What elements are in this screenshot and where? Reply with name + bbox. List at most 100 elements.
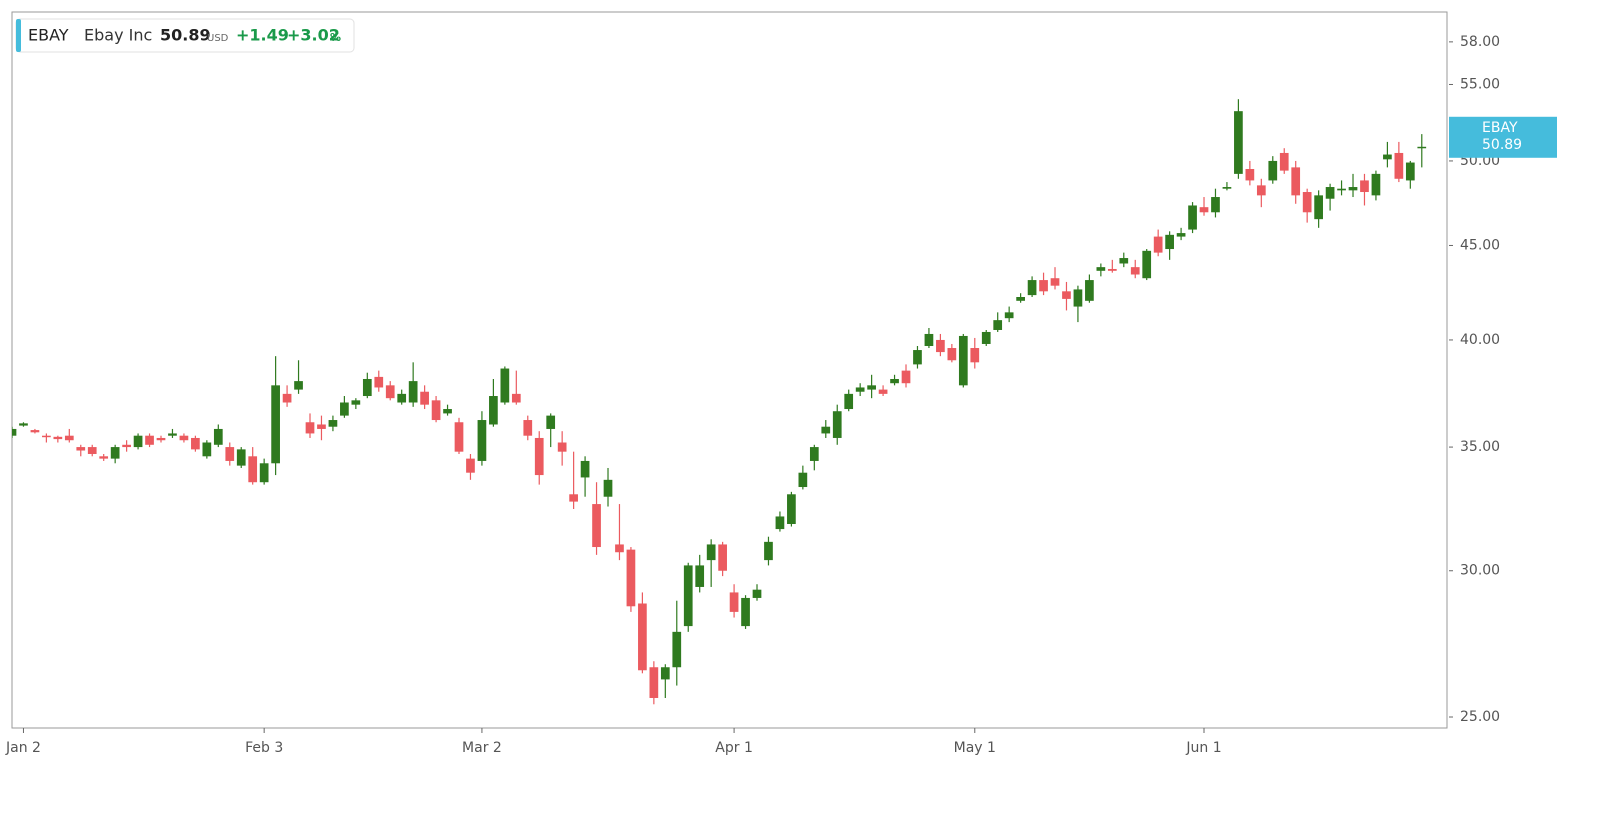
candle-body: [431, 400, 441, 421]
plot-frame: [11, 11, 1448, 729]
x-tick-label: Feb 3: [245, 740, 283, 756]
quote-box: EBAY Ebay Inc 50.89 USD +1.49 +3.02 %: [15, 18, 355, 53]
candle-body: [213, 428, 223, 445]
candle-body: [42, 435, 51, 438]
candle-body: [821, 426, 831, 434]
x-tick-label: Mar 2: [462, 740, 502, 756]
symbol: EBAY: [28, 26, 69, 45]
candle-body: [775, 516, 785, 530]
badge-symbol: EBAY: [1482, 120, 1518, 136]
candle-body: [225, 447, 235, 461]
candle-body: [695, 565, 705, 587]
candle-body: [1360, 180, 1369, 193]
y-tick-label: 45.00: [1460, 237, 1500, 253]
candle-body: [420, 391, 429, 405]
candle-body: [706, 544, 716, 561]
candle-body: [1211, 197, 1220, 213]
candle-body: [638, 603, 647, 671]
candle-body: [1405, 162, 1415, 181]
x-tick-label: Jun 1: [1185, 740, 1221, 756]
candle-body: [523, 420, 533, 436]
candle-body: [466, 458, 475, 473]
candle-body: [1383, 154, 1392, 160]
candle-body: [683, 565, 693, 627]
candle-body: [764, 541, 773, 561]
candle-body: [958, 335, 968, 386]
candle-body: [156, 437, 166, 441]
y-tick-label: 25.00: [1460, 709, 1500, 725]
candle-body: [649, 667, 659, 698]
candle-body: [729, 592, 739, 612]
candle-body: [1188, 205, 1197, 230]
candle-body: [1291, 167, 1301, 196]
candle-body: [1027, 280, 1037, 296]
candle-body: [511, 393, 521, 403]
candle-body: [110, 447, 120, 459]
candle-body: [970, 348, 980, 363]
candle-body: [1302, 192, 1312, 213]
candle-body: [1107, 268, 1117, 271]
x-tick-label: Apr 1: [715, 740, 753, 756]
candle-body: [1004, 312, 1014, 319]
candle-body: [752, 589, 762, 598]
candle-body: [53, 436, 63, 440]
candle-body: [741, 597, 750, 627]
candle-body: [122, 444, 131, 448]
candle-body: [1337, 188, 1346, 191]
candle-body: [76, 447, 86, 451]
candle-body: [1142, 250, 1152, 279]
candle-body: [1234, 111, 1243, 174]
x-tick-label: Jan 2: [5, 740, 41, 756]
candle-body: [282, 393, 292, 403]
candle-body: [1085, 280, 1094, 301]
candle-body: [1073, 289, 1083, 307]
candle-body: [832, 411, 842, 438]
candle-body: [626, 549, 636, 607]
candle-body: [133, 435, 143, 448]
candle-body: [901, 370, 911, 384]
candle-body: [179, 435, 189, 441]
candle-body: [660, 667, 670, 680]
candle-body: [1314, 195, 1323, 220]
candle-body: [1016, 297, 1025, 301]
candle-body: [603, 479, 613, 497]
candle-body: [1325, 187, 1335, 199]
price-badge: [1449, 116, 1557, 158]
candle-body: [202, 442, 212, 457]
quote-accent: [16, 19, 21, 52]
candle-body: [397, 393, 407, 403]
candle-body: [443, 409, 452, 414]
candle-body: [809, 447, 819, 461]
candle-body: [145, 435, 154, 445]
candle-body: [1096, 267, 1106, 271]
candle-body: [191, 437, 200, 450]
candle-body: [557, 442, 567, 452]
candle-body: [477, 420, 487, 461]
candle-body: [718, 544, 727, 571]
candle-body: [87, 447, 97, 454]
candle-body: [844, 393, 854, 410]
candle-body: [798, 472, 808, 488]
candle-body: [351, 400, 361, 405]
candle-body: [1119, 258, 1129, 264]
candle-body: [546, 415, 556, 429]
candle-body: [1245, 169, 1255, 181]
price: 50.89: [160, 26, 211, 45]
candle-body: [328, 420, 338, 427]
candle-body: [236, 449, 246, 466]
candle-body: [534, 437, 544, 476]
candle-body: [1256, 185, 1266, 196]
candle-body: [936, 339, 945, 353]
candle-body: [1348, 187, 1358, 191]
candle-body: [19, 423, 28, 426]
candle-body: [1153, 236, 1163, 253]
candle-body: [259, 463, 269, 483]
candle-body: [855, 387, 865, 392]
candle-body: [374, 376, 384, 388]
y-tick-label: 30.00: [1460, 563, 1500, 579]
badge-price: 50.89: [1482, 137, 1522, 153]
candle-body: [947, 348, 957, 361]
candle-body: [408, 381, 418, 403]
